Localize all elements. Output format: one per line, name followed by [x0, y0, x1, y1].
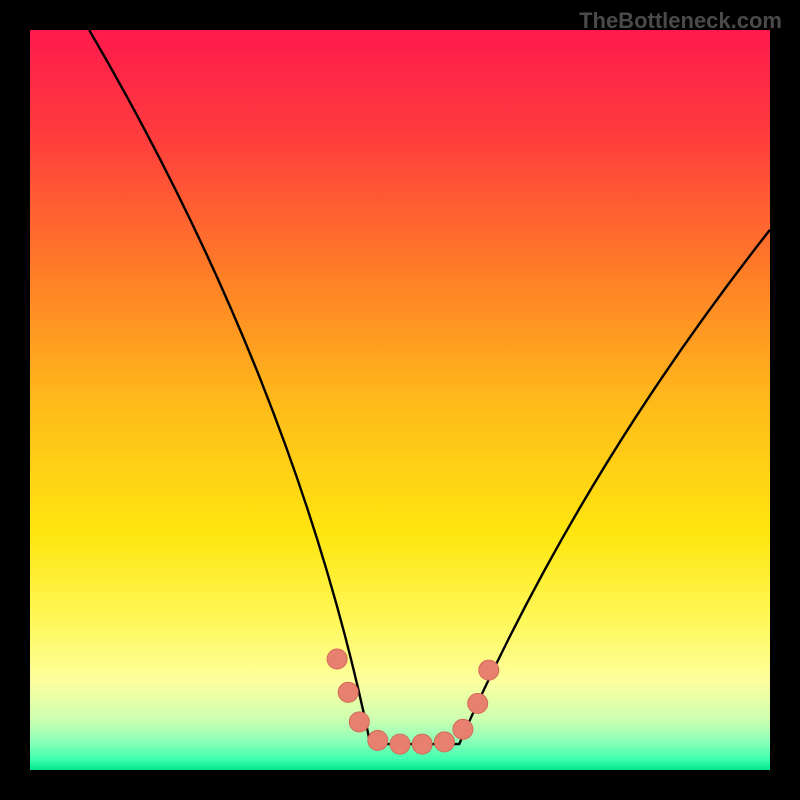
gradient-background: [30, 30, 770, 770]
watermark-text: TheBottleneck.com: [579, 8, 782, 34]
plot-area: [30, 30, 770, 770]
chart-container: TheBottleneck.com: [0, 0, 800, 800]
